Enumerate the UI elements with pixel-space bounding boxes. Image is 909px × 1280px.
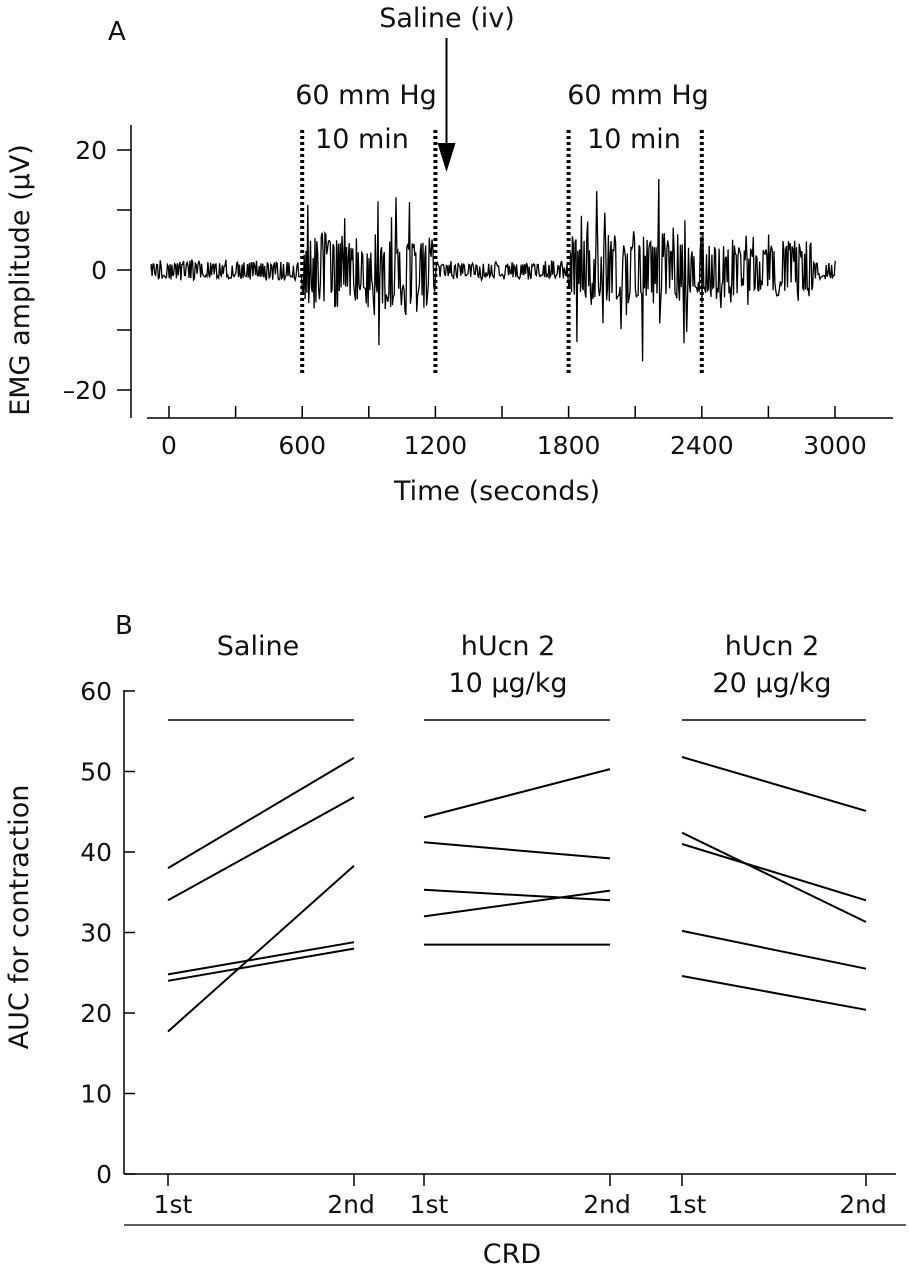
subject-line xyxy=(681,975,867,1011)
subject-line xyxy=(423,768,611,819)
annotation-pressure-2: 60 mm Hg xyxy=(567,80,709,111)
subject-line xyxy=(423,889,611,918)
panel-b-x-tick-label: 1st xyxy=(410,1190,449,1219)
panel-a-y-tick-label: –20 xyxy=(63,376,107,405)
panel-a-emg-trace xyxy=(150,178,836,362)
subject-line xyxy=(167,941,355,976)
panel-b-y-tick-label: 40 xyxy=(80,838,112,867)
panel-a-emg-chart: A EMG amplitude (µV) Time (seconds) 20 0 –… xyxy=(5,3,893,507)
group-title-line: hUcn 2 xyxy=(461,631,556,662)
panel-a-x-tick-label: 3000 xyxy=(803,431,867,460)
panel-a-x-tick-label: 1800 xyxy=(537,431,601,460)
panel-a-x-tick-label: 1200 xyxy=(404,431,468,460)
panel-a-x-tick-label: 0 xyxy=(161,431,177,460)
panel-a-annotations: 60 mm Hg 10 min Saline (iv) 60 mm Hg 10 … xyxy=(295,3,709,155)
subject-line xyxy=(423,841,611,860)
panel-b-y-axis-label: AUC for contraction xyxy=(4,785,35,1050)
panel-b-y-tick-label: 60 xyxy=(80,677,112,706)
panel-b-auc-chart: B AUC for contraction CRD 0102030405060 … xyxy=(4,611,906,1270)
panel-a-y-tick-label: 0 xyxy=(91,256,107,285)
subject-line xyxy=(423,888,611,902)
panel-a-distension-markers xyxy=(300,38,704,375)
annotation-pressure-1: 60 mm Hg xyxy=(295,80,437,111)
panel-a-y-axis-label: EMG amplitude (µV) xyxy=(5,144,36,416)
group-title-line: Saline xyxy=(217,631,299,662)
annotation-duration-2: 10 min xyxy=(587,124,681,155)
panel-b-groups: Saline 1st 2nd hUcn 2 10 µg/kg 1st 2nd hUcn 2 20… xyxy=(154,631,887,1219)
emg-signal-path xyxy=(150,178,836,362)
panel-b-x-tick-label: 1st xyxy=(154,1190,193,1219)
panel-a-x-tick-label: 600 xyxy=(278,431,326,460)
saline-arrow-head xyxy=(437,143,456,172)
panel-a-label: A xyxy=(108,17,126,47)
panel-b-x-tick-label: 2nd xyxy=(327,1190,375,1219)
subject-line xyxy=(167,756,355,869)
subject-line xyxy=(681,929,867,970)
panel-b-group: hUcn 2 20 µg/kg 1st 2nd xyxy=(668,631,887,1219)
subject-line xyxy=(167,947,355,982)
subject-line xyxy=(681,843,867,902)
panel-b-axes xyxy=(123,690,906,1226)
panel-b-y-tick-label: 30 xyxy=(80,919,112,948)
subject-line xyxy=(167,864,355,1033)
panel-b-y-tick-label: 50 xyxy=(80,758,112,787)
panel-b-y-tick-label: 0 xyxy=(96,1160,112,1189)
panel-b-y-tick-label: 20 xyxy=(80,999,112,1028)
panel-b-group: Saline 1st 2nd xyxy=(154,631,375,1219)
panel-a-y-tick-label: 20 xyxy=(75,136,107,165)
annotation-duration-1: 10 min xyxy=(315,124,409,155)
panel-b-x-axis-label: CRD xyxy=(483,1239,541,1270)
panel-b-x-tick-label: 2nd xyxy=(583,1190,631,1219)
subject-line xyxy=(681,756,867,812)
panel-b-tick-labels: 0 10 20 30 40 50 60 xyxy=(80,677,135,1189)
panel-b-y-tick-label: 10 xyxy=(80,1080,112,1109)
panel-a-x-axis-label: Time (seconds) xyxy=(393,476,600,507)
subject-line xyxy=(681,831,867,923)
panel-b-x-tick-label: 1st xyxy=(668,1190,707,1219)
panel-b-label: B xyxy=(115,611,133,641)
panel-a-x-tick-label: 2400 xyxy=(670,431,734,460)
group-title-line: 10 µg/kg xyxy=(448,668,567,699)
panel-a-tick-labels: 20 0 –20 0 600 1200 1800 2400 3000 xyxy=(63,136,867,460)
panel-b-x-tick-label: 2nd xyxy=(839,1190,887,1219)
annotation-saline-iv: Saline (iv) xyxy=(379,3,515,34)
group-title-line: hUcn 2 xyxy=(725,631,820,662)
group-title-line: 20 µg/kg xyxy=(712,668,831,699)
subject-line xyxy=(167,796,355,902)
panel-b-group: hUcn 2 10 µg/kg 1st 2nd xyxy=(410,631,631,1219)
